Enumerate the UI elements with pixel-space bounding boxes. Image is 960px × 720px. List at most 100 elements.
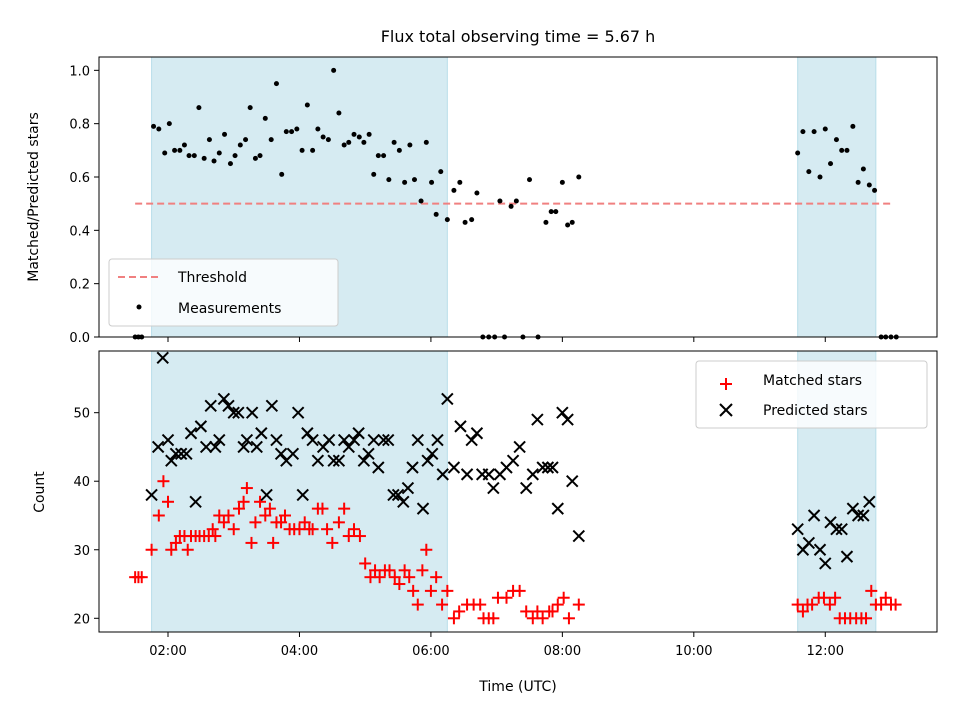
x-tick-label: 10:00 — [675, 644, 712, 659]
measurement-point — [366, 131, 372, 137]
matched-star-point — [321, 523, 334, 536]
x-tick-label: 04:00 — [281, 644, 318, 659]
x-tick-label: 08:00 — [544, 644, 581, 659]
bottom-y-tick-label: 50 — [73, 407, 90, 422]
measurement-point — [866, 182, 872, 188]
predicted-star-point — [169, 447, 183, 461]
predicted-star-point — [526, 468, 539, 481]
measurement-point — [822, 126, 828, 132]
measurement-point — [268, 137, 274, 143]
top-x-ticks — [167, 337, 826, 342]
measurement-point — [860, 166, 866, 172]
measurement-point — [310, 147, 316, 153]
predicted-star-point — [199, 440, 213, 454]
predicted-star-point — [217, 392, 231, 406]
measurement-point — [429, 179, 435, 185]
matched-star-point — [348, 523, 361, 536]
measurement-point — [543, 219, 549, 225]
predicted-star-point — [426, 447, 439, 461]
matched-star-point — [817, 591, 830, 604]
measurement-point — [433, 211, 439, 217]
legend-matched-swatch — [720, 378, 732, 390]
measurement-point — [559, 179, 565, 185]
measurement-point — [186, 153, 192, 159]
matched-star-point — [263, 502, 276, 515]
measurement-point — [795, 150, 801, 156]
predicted-star-point — [436, 468, 449, 481]
x-tick-label: 02:00 — [149, 644, 186, 659]
measurement-point — [469, 217, 475, 223]
predicted-star-point — [347, 433, 361, 447]
measurement-point — [844, 147, 850, 153]
top-y-tick-label: 0.0 — [69, 331, 90, 346]
predicted-star-point — [250, 440, 263, 454]
measurement-point — [346, 139, 352, 145]
measurement-point — [201, 155, 207, 161]
predicted-star-point — [270, 433, 283, 447]
measurement-point — [576, 174, 582, 180]
top-y-ticks: 0.0 0.2 0.4 0.6 0.8 1.0 — [69, 64, 99, 346]
predicted-star-point — [151, 440, 165, 454]
predicted-star-point — [260, 488, 273, 502]
top-panel: 0.0 0.2 0.4 0.6 0.8 1.0 Matched/Predicted sta… — [26, 56, 938, 346]
measurement-point — [806, 169, 812, 175]
legend-predicted-label: Predicted stars — [763, 403, 868, 419]
matched-star-point — [447, 612, 460, 625]
x-tick-label: 06:00 — [412, 644, 449, 659]
matched-star-point — [546, 605, 559, 618]
predicted-star-point — [857, 509, 870, 522]
matched-star-point — [407, 584, 420, 597]
matched-star-point — [441, 584, 454, 597]
measurement-point — [356, 134, 362, 140]
predicted-star-point — [337, 433, 351, 447]
measurement-point — [872, 187, 878, 193]
predicted-star-point — [180, 447, 193, 461]
measurement-point — [800, 129, 806, 135]
measurement-point — [315, 126, 321, 132]
matched-star-point — [181, 543, 194, 556]
matched-star-point — [420, 543, 433, 556]
measurement-point — [304, 102, 310, 108]
predicted-star-point — [846, 502, 860, 515]
matched-star-point — [342, 530, 355, 543]
matched-star-point — [865, 584, 878, 597]
matched-star-point — [279, 509, 292, 522]
measurement-point — [237, 142, 243, 148]
predicted-star-point — [506, 454, 520, 467]
predicted-star-point — [863, 495, 876, 508]
predicted-star-point — [387, 488, 400, 502]
matched-star-point — [275, 516, 288, 529]
matched-star-point — [551, 598, 564, 611]
measurement-point — [273, 81, 279, 87]
measurement-point — [162, 150, 168, 156]
measurement-point — [361, 139, 367, 145]
predicted-star-point — [204, 399, 217, 413]
measurement-point — [553, 209, 559, 215]
predicted-star-point — [311, 454, 325, 467]
predicted-star-point — [431, 433, 444, 447]
predicted-star-point — [377, 433, 390, 447]
matched-star-point — [209, 530, 222, 543]
measurement-point — [497, 198, 503, 204]
measurement-point — [351, 131, 357, 137]
matched-star-point — [152, 509, 165, 522]
measurement-point — [279, 171, 285, 177]
matched-star-point — [217, 516, 230, 529]
measurement-point — [283, 129, 289, 135]
predicted-star-point — [470, 427, 484, 440]
measurement-point — [423, 139, 429, 145]
measurement-point — [855, 179, 861, 185]
top-legend-box — [108, 258, 339, 327]
matched-star-point — [860, 612, 873, 625]
predicted-star-point — [291, 406, 305, 419]
matched-star-point — [500, 591, 513, 604]
predicted-star-point — [397, 495, 410, 508]
predicted-star-point — [401, 481, 415, 495]
predicted-star-point — [487, 481, 500, 495]
matched-star-point — [393, 578, 406, 591]
matched-star-point — [227, 523, 240, 536]
measurement-point — [396, 147, 402, 153]
predicted-star-point — [237, 440, 250, 454]
legend-threshold-label: Threshold — [177, 270, 247, 286]
predicted-star-point — [460, 468, 474, 481]
